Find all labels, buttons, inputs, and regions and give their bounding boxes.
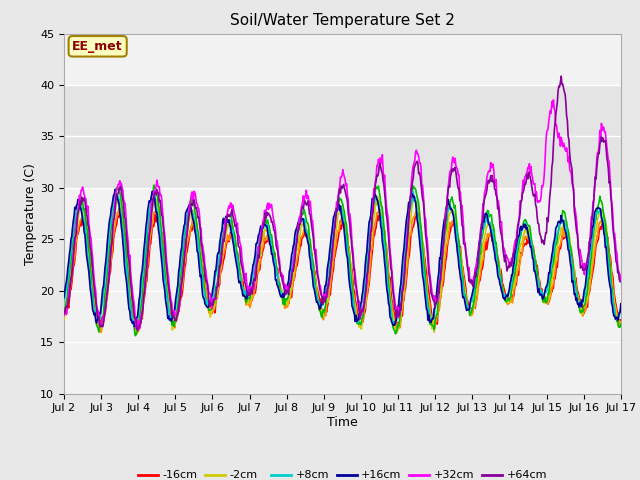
X-axis label: Time: Time — [327, 416, 358, 429]
Y-axis label: Temperature (C): Temperature (C) — [24, 163, 37, 264]
Text: EE_met: EE_met — [72, 40, 123, 53]
Legend: -16cm, -8cm, -2cm, +2cm, +8cm, +16cm, +32cm, +64cm: -16cm, -8cm, -2cm, +2cm, +8cm, +16cm, +3… — [138, 470, 547, 480]
Title: Soil/Water Temperature Set 2: Soil/Water Temperature Set 2 — [230, 13, 455, 28]
Bar — [64, 85, 621, 188]
